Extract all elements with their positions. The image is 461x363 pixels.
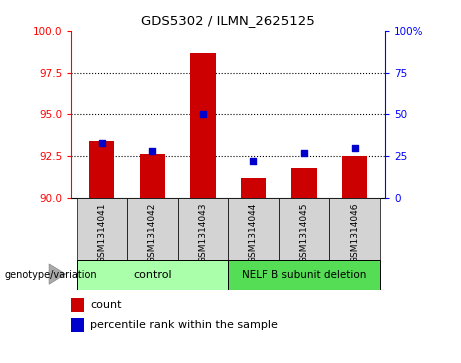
Bar xyxy=(228,260,380,290)
Polygon shape xyxy=(49,264,65,284)
Text: GSM1314046: GSM1314046 xyxy=(350,203,359,263)
Bar xyxy=(228,198,279,260)
Text: count: count xyxy=(90,300,122,310)
Point xyxy=(98,140,106,146)
Text: GSM1314043: GSM1314043 xyxy=(198,203,207,263)
Point xyxy=(351,145,358,151)
Bar xyxy=(77,260,228,290)
Text: GSM1314042: GSM1314042 xyxy=(148,203,157,263)
Bar xyxy=(71,298,84,312)
Bar xyxy=(190,53,216,198)
Bar xyxy=(89,141,114,198)
Bar xyxy=(71,318,84,332)
Bar xyxy=(177,198,228,260)
Point xyxy=(199,111,207,117)
Text: GSM1314044: GSM1314044 xyxy=(249,203,258,263)
Bar xyxy=(77,198,127,260)
Point xyxy=(250,158,257,164)
Title: GDS5302 / ILMN_2625125: GDS5302 / ILMN_2625125 xyxy=(142,14,315,27)
Point xyxy=(148,148,156,154)
Text: control: control xyxy=(133,270,171,280)
Bar xyxy=(241,178,266,198)
Text: GSM1314041: GSM1314041 xyxy=(97,203,106,263)
Text: genotype/variation: genotype/variation xyxy=(5,270,97,280)
Bar xyxy=(127,198,177,260)
Bar xyxy=(342,156,367,198)
Text: percentile rank within the sample: percentile rank within the sample xyxy=(90,320,278,330)
Bar xyxy=(329,198,380,260)
Bar xyxy=(140,154,165,198)
Bar xyxy=(279,198,329,260)
Bar xyxy=(291,168,317,198)
Point xyxy=(301,150,308,156)
Text: GSM1314045: GSM1314045 xyxy=(300,203,308,263)
Text: NELF B subunit deletion: NELF B subunit deletion xyxy=(242,270,366,280)
